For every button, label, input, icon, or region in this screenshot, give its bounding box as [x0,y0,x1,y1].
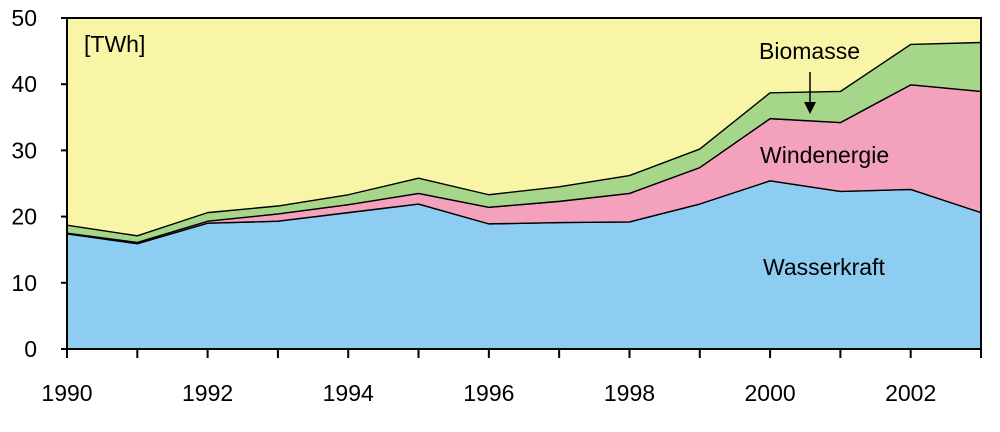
biomasse-arrow [804,72,816,114]
series-label-wasserkraft: Wasserkraft [763,254,885,280]
y-tick-label: 0 [24,336,37,362]
x-tick-label: 1998 [604,380,655,406]
unit-label: [TWh] [84,31,145,57]
x-tick-label: 1992 [182,380,233,406]
y-tick-label: 20 [11,204,37,230]
x-tick-label: 2002 [885,380,936,406]
x-tick-label: 1996 [463,380,514,406]
x-tick-label: 1994 [323,380,374,406]
y-tick-label: 40 [11,71,37,97]
series-label-windenergie: Windenergie [760,142,889,168]
x-tick-label: 2000 [744,380,795,406]
x-tick-label: 1990 [41,380,92,406]
plot-frame [66,17,982,350]
series-label-biomasse: Biomasse [759,38,860,64]
y-tick-label: 30 [11,137,37,163]
y-tick-label: 10 [11,270,37,296]
y-tick-label: 50 [11,5,37,31]
